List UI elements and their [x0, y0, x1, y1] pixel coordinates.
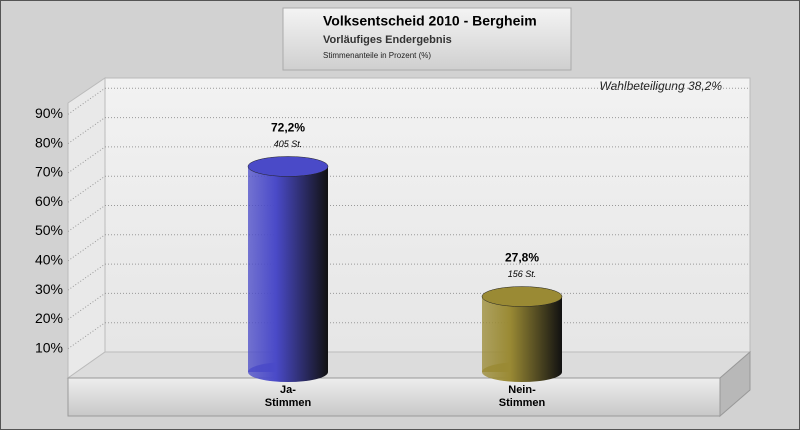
- y-tick-label: 40%: [35, 252, 63, 268]
- vote-label: 405 St.: [274, 139, 303, 149]
- chart-title: Volksentscheid 2010 - Bergheim: [323, 13, 537, 29]
- bar: [248, 166, 328, 372]
- annotation: Wahlbeteiligung 38,2%: [599, 79, 722, 93]
- bar: [482, 296, 562, 372]
- title-box: [282, 7, 572, 71]
- floor-front: [67, 377, 721, 417]
- bar-top: [481, 286, 563, 307]
- y-tick-label: 70%: [35, 164, 63, 180]
- y-tick-label: 90%: [35, 105, 63, 121]
- value-label: 27,8%: [505, 251, 539, 265]
- bar-top: [247, 156, 329, 177]
- value-label: 72,2%: [271, 121, 305, 135]
- floor: [66, 351, 752, 379]
- chart-subtitle: Vorläufiges Endergebnis: [323, 34, 452, 46]
- back-wall: [104, 77, 751, 353]
- vote-label: 156 St.: [508, 269, 537, 279]
- x-tick-label: Ja- Stimmen: [264, 384, 312, 409]
- y-axis-label: Stimmenanteile in Prozent (%): [323, 51, 431, 60]
- y-tick-label: 10%: [35, 339, 63, 355]
- y-tick-label: 60%: [35, 193, 63, 209]
- y-tick-label: 20%: [35, 310, 63, 326]
- floor-side: [719, 350, 751, 418]
- y-tick-label: 80%: [35, 134, 63, 150]
- x-tick-label: Nein- Stimmen: [498, 384, 546, 409]
- y-tick-label: 50%: [35, 222, 63, 238]
- y-tick-label: 30%: [35, 281, 63, 297]
